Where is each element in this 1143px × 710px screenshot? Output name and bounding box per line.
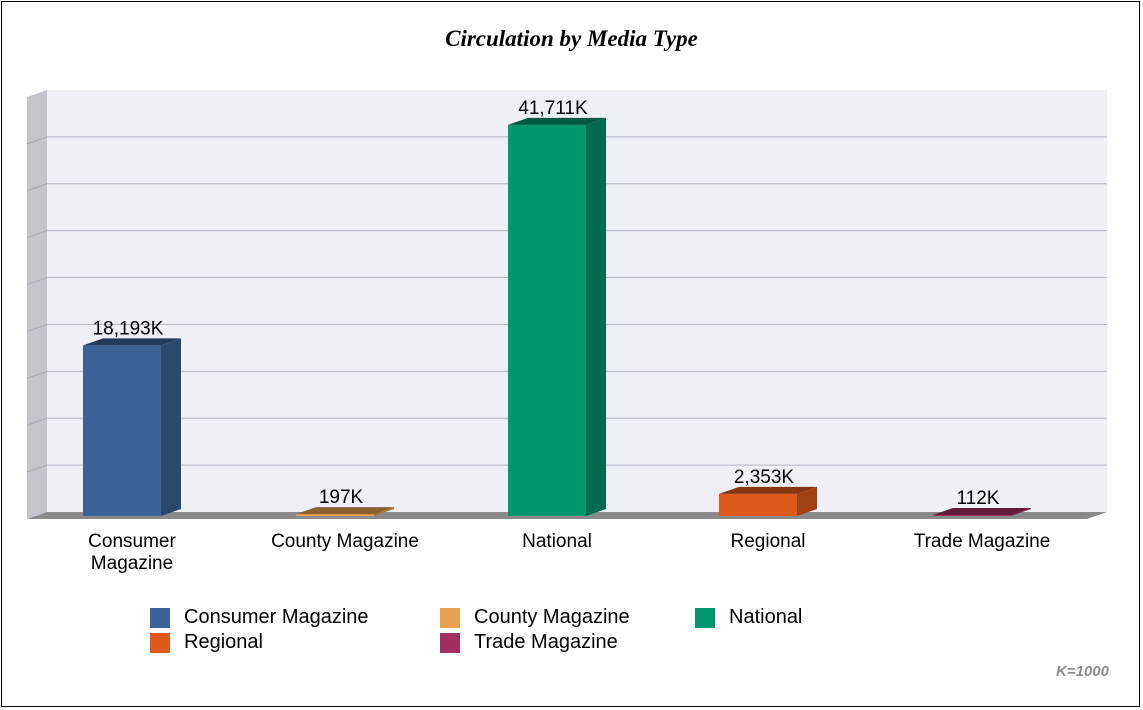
bar-side (797, 486, 817, 516)
legend-label: Trade Magazine (474, 631, 618, 653)
category-label: Trade Magazine (913, 531, 1051, 552)
legend-label: Regional (184, 631, 263, 653)
data-label: 2,353K (734, 467, 795, 488)
legend-label: National (729, 606, 803, 628)
bar-top (719, 486, 817, 494)
gridline-side (26, 277, 48, 286)
data-label: 41,711K (518, 98, 588, 119)
bar (508, 124, 586, 517)
gridline-side (26, 323, 48, 332)
legend-swatch (150, 632, 170, 653)
gridline-side (26, 464, 48, 473)
chart-title: Circulation by Media Type (445, 26, 698, 51)
bar (719, 493, 797, 516)
left-wall (27, 90, 47, 519)
category-label: Regional (730, 531, 806, 552)
data-label: 18,193K (93, 318, 164, 339)
legend-item: County Magazine (440, 606, 630, 629)
bar-top (296, 507, 394, 515)
legend-item: Consumer Magazine (150, 606, 369, 629)
category-label: County Magazine (271, 531, 419, 552)
footnote: K=1000 (1056, 663, 1109, 680)
data-label: 197K (319, 487, 364, 508)
bar (296, 514, 374, 516)
bar (83, 345, 161, 516)
legend-item: National (695, 606, 802, 629)
gridline-side (26, 230, 48, 239)
legend-label: County Magazine (474, 606, 630, 628)
legend-item: Trade Magazine (440, 631, 618, 654)
bar (933, 514, 1011, 516)
bar-side (1011, 507, 1031, 516)
gridline-side (26, 183, 48, 192)
category-label: Consumer Magazine (88, 531, 176, 574)
legend-swatch (695, 607, 715, 628)
legend-item: Regional (150, 631, 263, 654)
bar-top (508, 117, 606, 125)
bar-side (374, 507, 394, 516)
bar-side (586, 117, 606, 517)
category-label: National (522, 531, 592, 552)
legend-swatch (440, 632, 460, 653)
data-label: 112K (957, 488, 1000, 509)
bar-side (161, 338, 181, 516)
gridline-side (26, 417, 48, 426)
gridline-side (26, 136, 48, 145)
legend-swatch (440, 607, 460, 628)
gridline-side (26, 370, 48, 379)
legend-label: Consumer Magazine (184, 606, 369, 628)
bar-top (83, 338, 181, 346)
bar-top (933, 507, 1031, 515)
legend-swatch (150, 607, 170, 628)
